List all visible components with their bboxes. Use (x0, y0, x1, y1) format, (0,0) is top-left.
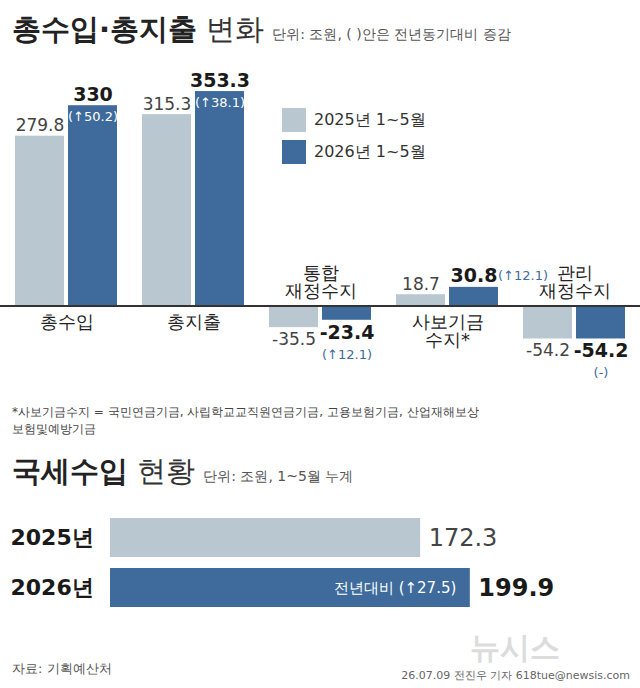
svg-text:통합재정수지: 통합재정수지 (285, 262, 357, 301)
svg-text:199.9: 199.9 (478, 574, 554, 602)
svg-text:(↑12.1): (↑12.1) (498, 268, 548, 284)
svg-text:330: 330 (73, 83, 113, 105)
svg-text:172.3: 172.3 (429, 524, 498, 552)
svg-text:(↑50.2): (↑50.2) (68, 109, 118, 124)
svg-text:총지출: 총지출 (167, 311, 221, 332)
svg-text:(-): (-) (594, 365, 609, 380)
svg-text:(↑38.1): (↑38.1) (195, 95, 245, 110)
html-text:국세수입현황: 국세수입현황 (12, 454, 196, 488)
svg-text:18.7: 18.7 (402, 274, 440, 294)
html-text:총수입·총지출변화: 총수입·총지출변화 (12, 12, 265, 46)
svg-text:30.8: 30.8 (451, 264, 498, 286)
svg-text:-54.2: -54.2 (574, 339, 629, 361)
html-text:자료: 기획예산처: 자료: 기획예산처 (12, 661, 112, 676)
svg-text:-23.4: -23.4 (320, 321, 375, 343)
svg-text:2026년: 2026년 (11, 575, 94, 600)
html-text:단위: 조원, ( )안은 전년동기대비 증감: 단위: 조원, ( )안은 전년동기대비 증감 (272, 26, 511, 42)
html-text:2025년 1~5월: 2025년 1~5월 (314, 109, 426, 129)
svg-text:(↑12.1): (↑12.1) (322, 347, 372, 362)
svg-text:2025년: 2025년 (11, 525, 94, 550)
svg-text:-54.2: -54.2 (526, 340, 570, 360)
html-text:26.07.09 전진우 기자 618tue@newsis.: 26.07.09 전진우 기자 618tue@newsis.com (401, 669, 630, 682)
html-text:*사보기금수지 = 국민연금기금, 사립학교교직원연금기금,: *사보기금수지 = 국민연금기금, 사립학교교직원연금기금, 고용보험기금, 산… (12, 405, 479, 436)
svg-text:사보기금수지*: 사보기금수지* (412, 311, 484, 350)
svg-text:-35.5: -35.5 (272, 329, 316, 349)
svg-text:전년대비 (↑27.5): 전년대비 (↑27.5) (334, 579, 456, 597)
html-text:단위: 조원, 1~5월 누계: 단위: 조원, 1~5월 누계 (203, 468, 354, 484)
svg-text:279.8: 279.8 (16, 115, 65, 135)
html-text:뉴시스: 뉴시스 (470, 630, 560, 665)
svg-text:353.3: 353.3 (190, 69, 250, 91)
svg-text:315.3: 315.3 (143, 94, 192, 114)
html-text:2026년 1~5월: 2026년 1~5월 (314, 141, 426, 161)
svg-text:관리재정수지: 관리재정수지 (539, 262, 611, 301)
svg-text:총수입: 총수입 (40, 311, 94, 332)
